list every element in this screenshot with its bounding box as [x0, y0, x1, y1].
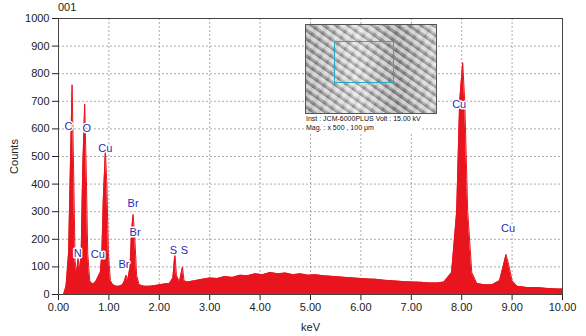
svg-text:0: 0 [43, 288, 49, 300]
svg-text:Br: Br [128, 197, 139, 209]
svg-text:C: C [65, 120, 73, 132]
svg-text:keV: keV [301, 321, 321, 333]
html-text:Mag. : x 500 , 100 μm: Mag. : x 500 , 100 μm [306, 124, 374, 131]
svg-text:8.00: 8.00 [451, 301, 472, 313]
svg-text:100: 100 [31, 260, 49, 272]
svg-text:Cu: Cu [452, 98, 466, 110]
html-text:001: 001 [58, 1, 77, 13]
svg-text:1000: 1000 [25, 12, 49, 24]
svg-text:Counts: Counts [8, 139, 20, 174]
svg-text:S: S [170, 244, 177, 256]
svg-text:700: 700 [31, 95, 49, 107]
svg-text:Cu: Cu [501, 222, 515, 234]
svg-text:3.00: 3.00 [199, 301, 220, 313]
svg-text:2.00: 2.00 [149, 301, 170, 313]
svg-text:400: 400 [31, 178, 49, 190]
svg-text:5.00: 5.00 [300, 301, 321, 313]
svg-text:500: 500 [31, 150, 49, 162]
svg-text:Cu: Cu [91, 248, 105, 260]
svg-text:Br: Br [119, 258, 130, 270]
svg-text:1.00: 1.00 [98, 301, 119, 313]
svg-text:4.00: 4.00 [249, 301, 270, 313]
html-text:Inst : JCM-6000PLUS Volt : 15.: Inst : JCM-6000PLUS Volt : 15.00 kV [306, 115, 421, 122]
svg-text:O: O [82, 122, 91, 134]
svg-text:9.00: 9.00 [501, 301, 522, 313]
svg-text:10.00: 10.00 [549, 301, 577, 313]
svg-text:7.00: 7.00 [401, 301, 422, 313]
svg-text:300: 300 [31, 205, 49, 217]
svg-text:N: N [74, 247, 82, 259]
svg-text:6.00: 6.00 [350, 301, 371, 313]
svg-text:Br: Br [130, 226, 141, 238]
svg-text:S: S [181, 244, 188, 256]
svg-text:0.00: 0.00 [48, 301, 69, 313]
svg-text:900: 900 [31, 40, 49, 52]
svg-text:800: 800 [31, 67, 49, 79]
svg-text:Cu: Cu [98, 142, 112, 154]
svg-text:200: 200 [31, 233, 49, 245]
svg-text:600: 600 [31, 122, 49, 134]
